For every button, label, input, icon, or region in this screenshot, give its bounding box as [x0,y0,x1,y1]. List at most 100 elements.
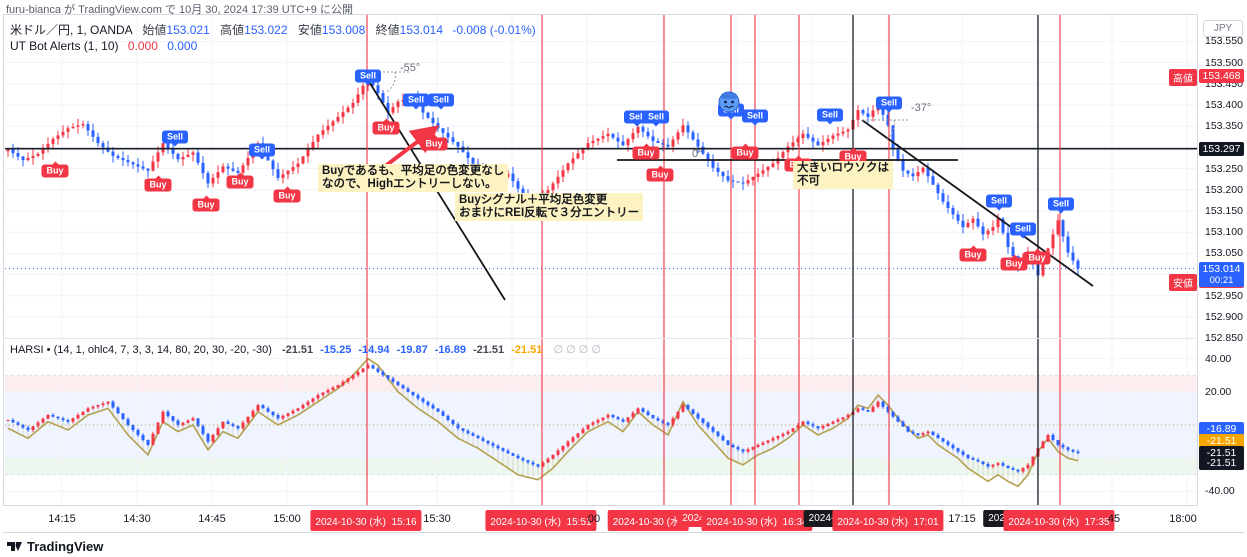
price-tick: 152.900 [1205,311,1243,323]
buy-signal-label: Buy [226,172,254,189]
harsi-value: -21.51 [472,344,505,356]
harsi-value-badge: -21.51 [1199,456,1244,470]
grid-lines [5,15,1197,505]
time-label: 14:15 [48,513,76,525]
time-label: 17:15 [948,513,976,525]
close-value: 153.014 [399,23,444,37]
price-tick: 152.850 [1205,332,1243,345]
sell-signal-label: Sell [402,93,430,110]
utbot-title: UT Bot Alerts (1, 10) [10,39,119,53]
time-label: 2024-10-30 (水) 16:34 [701,510,813,531]
time-label: 2024-10-30 (水) 17:01 [832,510,944,531]
time-label: 2024-10-30 (水) [607,510,689,531]
low-label-badge: 安値 [1169,274,1197,292]
price-tick: 153.500 [1205,56,1243,69]
buy-signal-label: Buy [1023,248,1051,265]
time-label: 14:30 [123,513,151,525]
low-value: 153.008 [321,23,366,37]
note1-line1: Buyであるも、平均足の色変更なし [322,165,505,177]
price-tick: 153.150 [1205,205,1243,217]
note3-line2: 不可 [797,175,820,187]
open-label: 始値 [142,23,167,37]
cold-face-emoji-icon[interactable] [717,90,741,114]
time-label: 45 [1107,513,1121,525]
last-price-badge: 153.014 00:21 [1199,261,1244,287]
bar-countdown: 00:21 [1209,274,1234,286]
sell-signal-label: Sell [354,69,382,86]
open-value: 153.021 [166,23,210,37]
buy-signal-label: Buy [192,195,220,212]
sell-signal-label: Sell [642,110,670,127]
buy-signal-label: Buy [839,147,867,164]
sell-signal-label: Sell [427,93,455,110]
footer-brand[interactable]: TradingView [7,539,103,554]
frame-bottom [3,532,1244,533]
price-tick: 153.200 [1205,183,1243,196]
harsi-tick: 40.00 [1205,352,1232,365]
sell-signal-label: Sell [985,194,1013,211]
sell-signal-label: Sell [161,130,189,147]
sell-signal-label: Sell [816,108,844,125]
time-label: 15:30 [423,513,451,525]
harsi-indicator [5,357,1197,488]
harsi-tick: -40.00 [1205,485,1235,498]
high-value: 153.022 [244,23,288,37]
buy-signal-label: Buy [372,118,400,135]
buy-signal-label: Buy [144,175,172,192]
buy-signal-label: Buy [1000,254,1028,271]
buy-signal-label: Buy [646,165,674,182]
annotation-note-big-candle[interactable]: 大きいロウソクは 不可 [793,161,893,189]
time-label: 2024-10-30 (水) 17:35 [1003,510,1115,531]
price-tick: 153.550 [1205,35,1243,48]
high-label: 高値 [220,23,245,37]
pane-separator[interactable] [3,338,1197,339]
time-label: 15:00 [273,513,301,525]
price-scale-separator[interactable] [1197,14,1198,533]
sell-signal-label: Sell [248,143,276,160]
note1-line2: なので、Highエントリーしない。 [322,178,497,190]
sell-signal-label: Sell [1009,222,1037,239]
utbot-legend[interactable]: UT Bot Alerts (1, 10) 0.000 0.000 [10,39,197,53]
annotation-note-entry-signal[interactable]: Buyシグナル＋平均足色変更 おまけにREI反転で３分エントリー [455,193,644,221]
price-tick: 153.250 [1205,162,1243,175]
time-label: 18:00 [1169,513,1197,525]
change-value: -0.008 (-0.01%) [452,23,536,37]
angle-label: 0° [692,148,703,160]
sell-signal-label: Sell [741,109,769,126]
harsi-title: HARSI • (14, 1, ohlc4, 7, 3, 3, 14, 80, … [10,344,272,356]
angle-label: -37° [911,102,932,114]
harsi-tick: 20.00 [1205,385,1232,398]
note2-line1: Buyシグナル＋平均足色変更 [459,194,608,206]
harsi-value: -14.94 [358,344,390,356]
footer-brand-text: TradingView [27,539,104,554]
time-axis[interactable]: 14:15 14:30 14:45 15:00 2024-10-30 (水) 15:16… [3,506,1244,532]
frame-left [3,14,4,533]
high-label-badge: 高値 [1169,69,1197,87]
price-scale[interactable]: 153.550153.500153.450153.400153.350153.3… [1198,14,1247,532]
price-tick: 153.400 [1205,99,1243,111]
harsi-value: -15.25 [320,344,352,356]
frame-top [3,14,1244,15]
annotation-note-no-entry[interactable]: Buyであるも、平均足の色変更なし なので、Highエントリーしない。 [318,164,509,192]
tradingview-logo-icon [7,542,22,551]
low-label: 安値 [297,23,322,37]
price-tick: 153.050 [1205,247,1243,260]
currency-unit-label: JPY [1203,20,1243,37]
time-label: 00 [587,513,601,525]
level-price-badge: 153.297 [1199,141,1244,156]
buy-signal-label: Buy [632,143,660,160]
harsi-value: -16.89 [434,344,466,356]
harsi-value: -21.51 [511,344,543,356]
harsi-value: -19.87 [396,344,428,356]
buy-signal-label: Buy [273,186,301,203]
symbol-title: 米ドル／円, 1, OANDA [10,23,133,37]
time-axis-separator [3,505,1244,506]
harsi-value: -21.51 [281,344,314,356]
note3-line1: 大きいロウソクは [797,162,889,174]
symbol-legend[interactable]: 米ドル／円, 1, OANDA 始値153.021 高値153.022 安値15… [10,21,536,38]
price-level-lines[interactable] [5,147,1197,270]
price-tick: 152.950 [1205,289,1243,302]
harsi-legend[interactable]: HARSI • (14, 1, ohlc4, 7, 3, 3, 14, 80, … [10,343,601,356]
high-price-badge: 153.468 [1199,69,1244,84]
